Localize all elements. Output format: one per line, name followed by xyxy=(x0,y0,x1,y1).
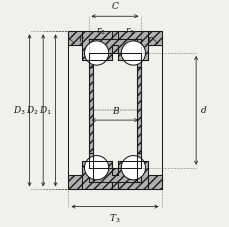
Circle shape xyxy=(121,41,145,65)
Polygon shape xyxy=(88,39,93,67)
Polygon shape xyxy=(136,67,141,153)
Text: r$_1$: r$_1$ xyxy=(124,26,134,37)
Polygon shape xyxy=(111,31,118,45)
Text: C: C xyxy=(111,2,118,12)
Polygon shape xyxy=(88,67,93,153)
Text: T$_3$: T$_3$ xyxy=(109,213,120,225)
Text: d: d xyxy=(200,106,206,115)
Text: r$_1$: r$_1$ xyxy=(95,26,105,37)
Text: r: r xyxy=(147,35,151,44)
Text: D$_3$: D$_3$ xyxy=(13,104,26,117)
Circle shape xyxy=(84,41,108,65)
Circle shape xyxy=(121,155,145,180)
Text: r: r xyxy=(78,35,82,44)
Polygon shape xyxy=(118,31,148,60)
Text: B: B xyxy=(111,107,118,116)
Polygon shape xyxy=(88,153,93,182)
Polygon shape xyxy=(81,31,111,60)
Polygon shape xyxy=(111,175,118,189)
Polygon shape xyxy=(148,31,161,45)
Polygon shape xyxy=(68,175,81,189)
Polygon shape xyxy=(136,39,141,67)
Polygon shape xyxy=(68,31,81,45)
Polygon shape xyxy=(88,39,141,53)
Polygon shape xyxy=(148,175,161,189)
Polygon shape xyxy=(81,160,111,189)
Circle shape xyxy=(84,155,108,180)
Text: D$_1$: D$_1$ xyxy=(38,104,51,117)
Polygon shape xyxy=(118,160,148,189)
Polygon shape xyxy=(88,168,141,182)
Text: D$_2$: D$_2$ xyxy=(26,104,39,117)
Polygon shape xyxy=(136,153,141,182)
